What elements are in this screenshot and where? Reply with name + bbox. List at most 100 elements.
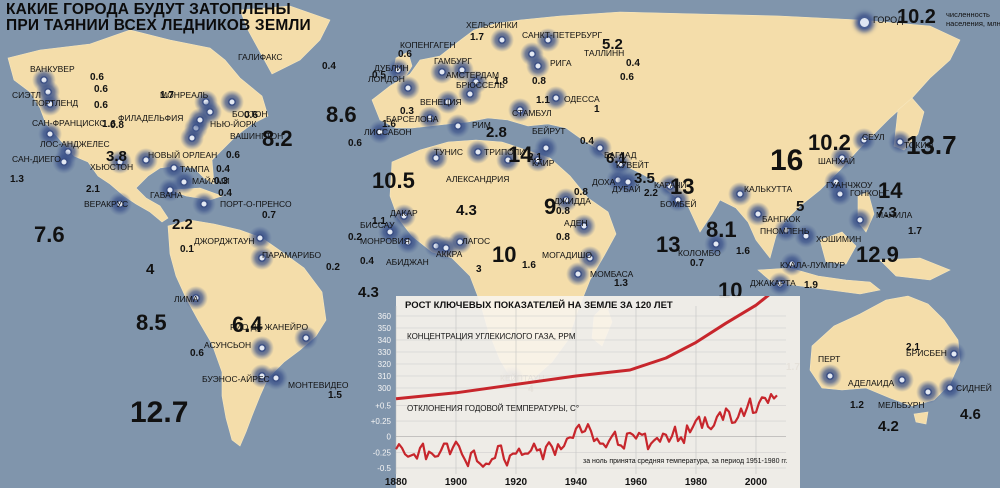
city-population: 1.6 <box>102 119 116 130</box>
city-name: АБИДЖАН <box>386 257 429 267</box>
city-marker <box>134 148 158 172</box>
city-name: МАЙАМИ <box>192 175 230 186</box>
city-dot-icon <box>736 190 744 198</box>
city-marker <box>294 326 318 350</box>
city-marker <box>396 230 420 254</box>
city-dot-icon <box>46 100 54 108</box>
city-dot-icon <box>426 114 434 122</box>
city-name: ШАНХАЙ <box>818 155 855 166</box>
city-population: 1.3 <box>614 278 628 289</box>
legend: ГОРОД 10.2 численность населения, млн <box>856 6 1000 36</box>
city-marker <box>728 182 752 206</box>
city-population: 0.6 <box>620 72 634 83</box>
city-population: 7.3 <box>876 204 897 221</box>
city-name: ЛИМА <box>174 294 199 304</box>
city-marker <box>448 230 472 254</box>
city-marker <box>848 208 872 232</box>
city-dot-icon <box>200 200 208 208</box>
co2-y-tick-label: 320 <box>378 360 392 369</box>
city-population: 0.6 <box>226 150 240 161</box>
city-dot-icon <box>712 240 720 248</box>
city-population: 8.5 <box>136 310 167 335</box>
city-marker <box>554 188 578 212</box>
city-marker <box>38 92 62 116</box>
x-tick-label: 1960 <box>625 477 648 488</box>
city-population: 8.1 <box>706 217 737 242</box>
city-population: 4.2 <box>878 418 899 435</box>
x-tick-label: 1880 <box>385 477 408 488</box>
city-name: БРЮССЕЛЬ <box>456 80 505 90</box>
city-population: 0.8 <box>556 232 570 243</box>
x-tick-label: 1920 <box>505 477 528 488</box>
city-name: БИССАУ <box>360 220 395 230</box>
city-marker <box>938 376 962 400</box>
city-population: 6.4 <box>232 312 263 337</box>
city-marker <box>180 126 204 150</box>
island-tasmania <box>913 411 929 425</box>
city-population: 1.6 <box>736 246 750 257</box>
city-marker <box>588 136 612 160</box>
city-marker <box>184 286 208 310</box>
city-dot-icon <box>898 376 906 384</box>
city-population: 4.6 <box>960 406 981 423</box>
city-population: 12.7 <box>130 396 188 429</box>
city-name: БОМБЕЙ <box>660 198 697 209</box>
city-population: 1.8 <box>494 76 508 87</box>
city-population: 10.2 <box>808 130 851 155</box>
city-population: 2.8 <box>486 124 507 141</box>
city-dot-icon <box>404 238 412 246</box>
city-dot-icon <box>782 226 790 234</box>
city-name: ГАМБУРГ <box>434 56 472 66</box>
city-population: 0.4 <box>360 256 374 267</box>
city-name: АККРА <box>436 249 463 259</box>
city-marker <box>544 86 568 110</box>
city-population: 0.4 <box>322 61 336 72</box>
city-population: 0.2 <box>348 232 362 243</box>
city-marker <box>250 246 274 270</box>
city-population: 0.5 <box>372 70 386 81</box>
city-population: 1.7 <box>908 226 922 237</box>
city-population: 3.5 <box>634 170 655 187</box>
city-dot-icon <box>466 90 474 98</box>
co2-y-tick-label: 310 <box>378 372 392 381</box>
city-name: ТАМПА <box>180 164 210 174</box>
temp-y-tick-label: -0.25 <box>373 448 392 457</box>
city-population: 0.3 <box>400 106 414 117</box>
city-population: 14 <box>508 142 533 167</box>
city-marker <box>830 146 854 170</box>
city-marker <box>746 202 770 226</box>
city-name: ПНОМПЕНЬ <box>760 226 810 236</box>
city-marker <box>250 336 274 360</box>
city-marker <box>424 146 448 170</box>
city-dot-icon <box>674 196 682 204</box>
city-dot-icon <box>404 84 412 92</box>
city-population: 0.8 <box>110 120 124 131</box>
city-name: БРИСБЕН <box>906 348 947 358</box>
city-population: 0.8 <box>532 76 546 87</box>
city-marker <box>392 204 416 228</box>
city-dot-icon <box>802 232 810 240</box>
city-name: ПАРАМАРИБО <box>262 250 322 260</box>
city-dot-icon <box>458 66 466 74</box>
city-dot-icon <box>188 134 196 142</box>
climate-chart: 1880 1900 1920 1940 1960 1980 2000 360 350 340 330… <box>369 296 800 488</box>
city-dot-icon <box>60 158 68 166</box>
city-marker <box>446 114 470 138</box>
city-name: СТАМБУЛ <box>512 108 552 118</box>
city-dot-icon <box>542 144 550 152</box>
city-dot-icon <box>856 216 864 224</box>
city-marker <box>188 108 212 132</box>
city-name: ДУБАЙ <box>612 183 640 194</box>
city-population: 0.4 <box>216 164 230 175</box>
temp-y-tick-label: -0.5 <box>377 464 391 473</box>
city-population: 1.9 <box>804 280 818 291</box>
city-population: 2.1 <box>86 184 100 195</box>
city-dot-icon <box>474 148 482 156</box>
city-dot-icon <box>946 384 954 392</box>
city-population: 7.6 <box>34 222 65 247</box>
city-population: 0.8 <box>574 187 588 198</box>
city-dot-icon <box>258 254 266 262</box>
city-name: ДОХА <box>592 177 616 187</box>
city-marker <box>890 368 914 392</box>
